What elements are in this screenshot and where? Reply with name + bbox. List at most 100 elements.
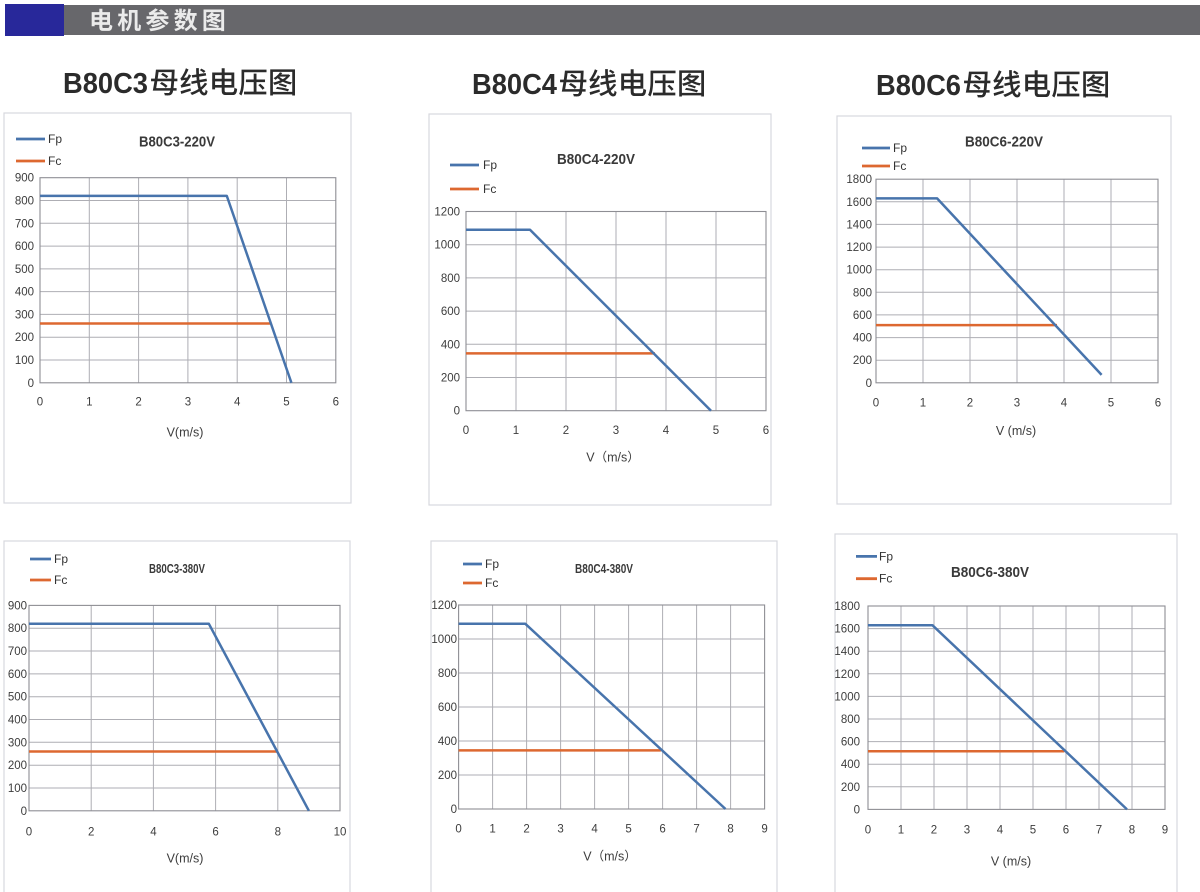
svg-text:6: 6: [659, 824, 665, 836]
svg-text:0: 0: [451, 804, 457, 816]
svg-text:Fc: Fc: [893, 159, 906, 173]
svg-text:400: 400: [841, 759, 860, 771]
svg-text:Fc: Fc: [48, 154, 61, 168]
svg-text:V（m/s）: V（m/s）: [586, 451, 639, 465]
svg-text:600: 600: [438, 702, 457, 714]
svg-text:0: 0: [854, 804, 860, 816]
svg-text:700: 700: [8, 646, 27, 658]
svg-text:0: 0: [26, 826, 32, 838]
svg-text:2: 2: [88, 826, 94, 838]
svg-text:Fp: Fp: [483, 158, 497, 172]
svg-text:B80C4-380V: B80C4-380V: [575, 561, 633, 576]
svg-text:800: 800: [441, 273, 460, 285]
svg-text:800: 800: [853, 287, 872, 299]
svg-text:3: 3: [964, 824, 970, 836]
svg-text:B80C3-220V: B80C3-220V: [139, 134, 215, 151]
svg-text:2: 2: [967, 398, 973, 410]
svg-text:0: 0: [455, 824, 461, 836]
svg-text:1200: 1200: [834, 669, 860, 681]
svg-text:9: 9: [1162, 824, 1168, 836]
svg-text:Fp: Fp: [893, 141, 907, 155]
svg-text:1400: 1400: [846, 219, 872, 231]
svg-text:B80C6: B80C6: [876, 70, 961, 102]
svg-text:4: 4: [1061, 398, 1068, 410]
svg-text:B80C4-220V: B80C4-220V: [557, 151, 635, 168]
svg-text:5: 5: [713, 425, 719, 437]
svg-text:2: 2: [563, 425, 569, 437]
svg-text:Fc: Fc: [879, 572, 892, 586]
svg-text:6: 6: [333, 397, 339, 409]
svg-text:600: 600: [8, 669, 27, 681]
svg-text:1: 1: [920, 398, 926, 410]
svg-text:200: 200: [841, 782, 860, 794]
svg-text:500: 500: [8, 692, 27, 704]
svg-text:900: 900: [15, 173, 34, 185]
svg-text:8: 8: [275, 826, 281, 838]
svg-text:V (m/s): V (m/s): [996, 424, 1036, 438]
svg-text:600: 600: [15, 241, 34, 253]
svg-text:V (m/s): V (m/s): [991, 855, 1031, 869]
svg-text:5: 5: [1030, 824, 1036, 836]
svg-text:5: 5: [1108, 398, 1114, 410]
svg-text:1200: 1200: [431, 600, 457, 612]
svg-text:Fc: Fc: [485, 576, 498, 590]
svg-text:4: 4: [150, 826, 157, 838]
svg-text:1000: 1000: [834, 691, 860, 703]
svg-text:200: 200: [441, 373, 460, 385]
svg-text:600: 600: [853, 310, 872, 322]
svg-text:0: 0: [873, 398, 879, 410]
svg-text:0: 0: [463, 425, 469, 437]
svg-text:700: 700: [15, 218, 34, 230]
svg-text:800: 800: [438, 668, 457, 680]
svg-text:4: 4: [591, 824, 598, 836]
svg-text:1000: 1000: [846, 265, 872, 277]
svg-text:9: 9: [761, 824, 767, 836]
svg-text:7: 7: [1096, 824, 1102, 836]
svg-text:0: 0: [454, 406, 460, 418]
svg-text:7: 7: [693, 824, 699, 836]
svg-text:Fp: Fp: [54, 552, 68, 566]
svg-text:800: 800: [8, 623, 27, 635]
svg-text:800: 800: [15, 196, 34, 208]
svg-text:600: 600: [441, 306, 460, 318]
svg-text:2: 2: [523, 824, 529, 836]
svg-text:1600: 1600: [834, 624, 860, 636]
svg-text:6: 6: [1155, 398, 1161, 410]
svg-text:100: 100: [8, 783, 27, 795]
svg-text:4: 4: [663, 425, 670, 437]
svg-text:1800: 1800: [834, 601, 860, 613]
svg-text:1400: 1400: [834, 646, 860, 658]
svg-text:3: 3: [557, 824, 563, 836]
svg-text:200: 200: [15, 332, 34, 344]
svg-text:3: 3: [185, 397, 191, 409]
svg-text:Fc: Fc: [54, 573, 67, 587]
svg-text:1000: 1000: [431, 634, 457, 646]
svg-text:B80C3: B80C3: [63, 68, 148, 100]
svg-text:5: 5: [625, 824, 631, 836]
svg-text:B80C6-220V: B80C6-220V: [965, 134, 1043, 151]
svg-text:500: 500: [15, 264, 34, 276]
svg-text:Fp: Fp: [48, 132, 62, 146]
svg-text:0: 0: [866, 378, 872, 390]
svg-text:Fp: Fp: [485, 557, 499, 571]
svg-text:10: 10: [334, 826, 347, 838]
svg-text:4: 4: [997, 824, 1004, 836]
svg-text:0: 0: [37, 397, 43, 409]
svg-text:1: 1: [898, 824, 904, 836]
svg-text:1000: 1000: [434, 240, 460, 252]
svg-text:1200: 1200: [434, 207, 460, 219]
svg-text:0: 0: [21, 806, 27, 818]
svg-text:3: 3: [1014, 398, 1020, 410]
svg-text:3: 3: [613, 425, 619, 437]
svg-text:400: 400: [441, 339, 460, 351]
svg-text:6: 6: [212, 826, 218, 838]
svg-text:V（m/s）: V（m/s）: [583, 850, 636, 864]
svg-text:8: 8: [727, 824, 733, 836]
svg-text:200: 200: [8, 760, 27, 772]
svg-text:V(m/s): V(m/s): [167, 426, 204, 440]
svg-text:6: 6: [1063, 824, 1069, 836]
svg-text:1: 1: [513, 425, 519, 437]
svg-text:8: 8: [1129, 824, 1135, 836]
svg-text:200: 200: [438, 770, 457, 782]
svg-text:B80C6-380V: B80C6-380V: [951, 564, 1029, 581]
